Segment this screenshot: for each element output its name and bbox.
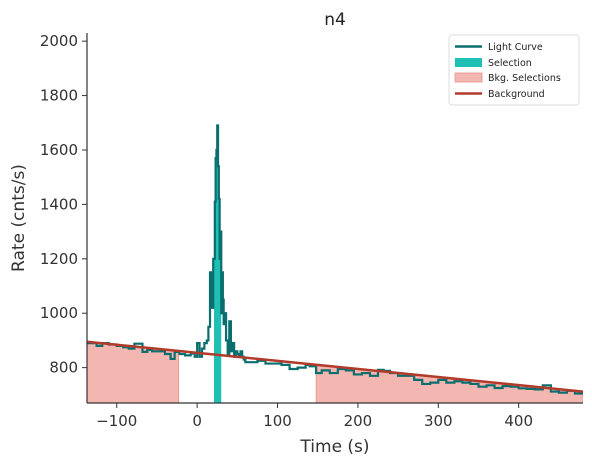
legend-label-selection: Selection	[488, 58, 532, 69]
x-tick-label: 200	[344, 412, 373, 430]
x-tick-label: 300	[424, 412, 453, 430]
legend-swatch-bkg-selections	[454, 72, 483, 83]
legend: Light Curve Selection Bkg. Selections Ba…	[448, 34, 580, 106]
chart-title: n4	[324, 10, 346, 30]
y-axis-label: Rate (cnts/s)	[9, 164, 29, 272]
legend-label-background: Background	[488, 89, 545, 100]
legend-swatch-selection	[455, 58, 482, 67]
x-axis-label: Time (s)	[299, 437, 369, 457]
x-tick-label: 0	[192, 412, 202, 430]
y-tick-label: 1800	[40, 87, 78, 105]
y-tick-label: 1200	[40, 250, 78, 268]
y-tick-label: 1400	[40, 195, 78, 213]
x-tick-label: 100	[263, 412, 292, 430]
legend-label-light-curve: Light Curve	[488, 42, 543, 53]
y-tick-label: 1000	[40, 304, 78, 322]
legend-box	[448, 34, 580, 106]
legend-label-bkg-selections: Bkg. Selections	[488, 73, 561, 84]
x-tick-label: 400	[504, 412, 533, 430]
bkg-selection-region-2	[315, 364, 583, 403]
y-tick-label: 1600	[40, 141, 78, 159]
y-tick-label: 2000	[40, 32, 78, 50]
background-line	[87, 340, 583, 393]
light-curve-line	[87, 124, 583, 395]
y-tick-label: 800	[49, 359, 78, 377]
x-tick-label: −100	[96, 412, 137, 430]
